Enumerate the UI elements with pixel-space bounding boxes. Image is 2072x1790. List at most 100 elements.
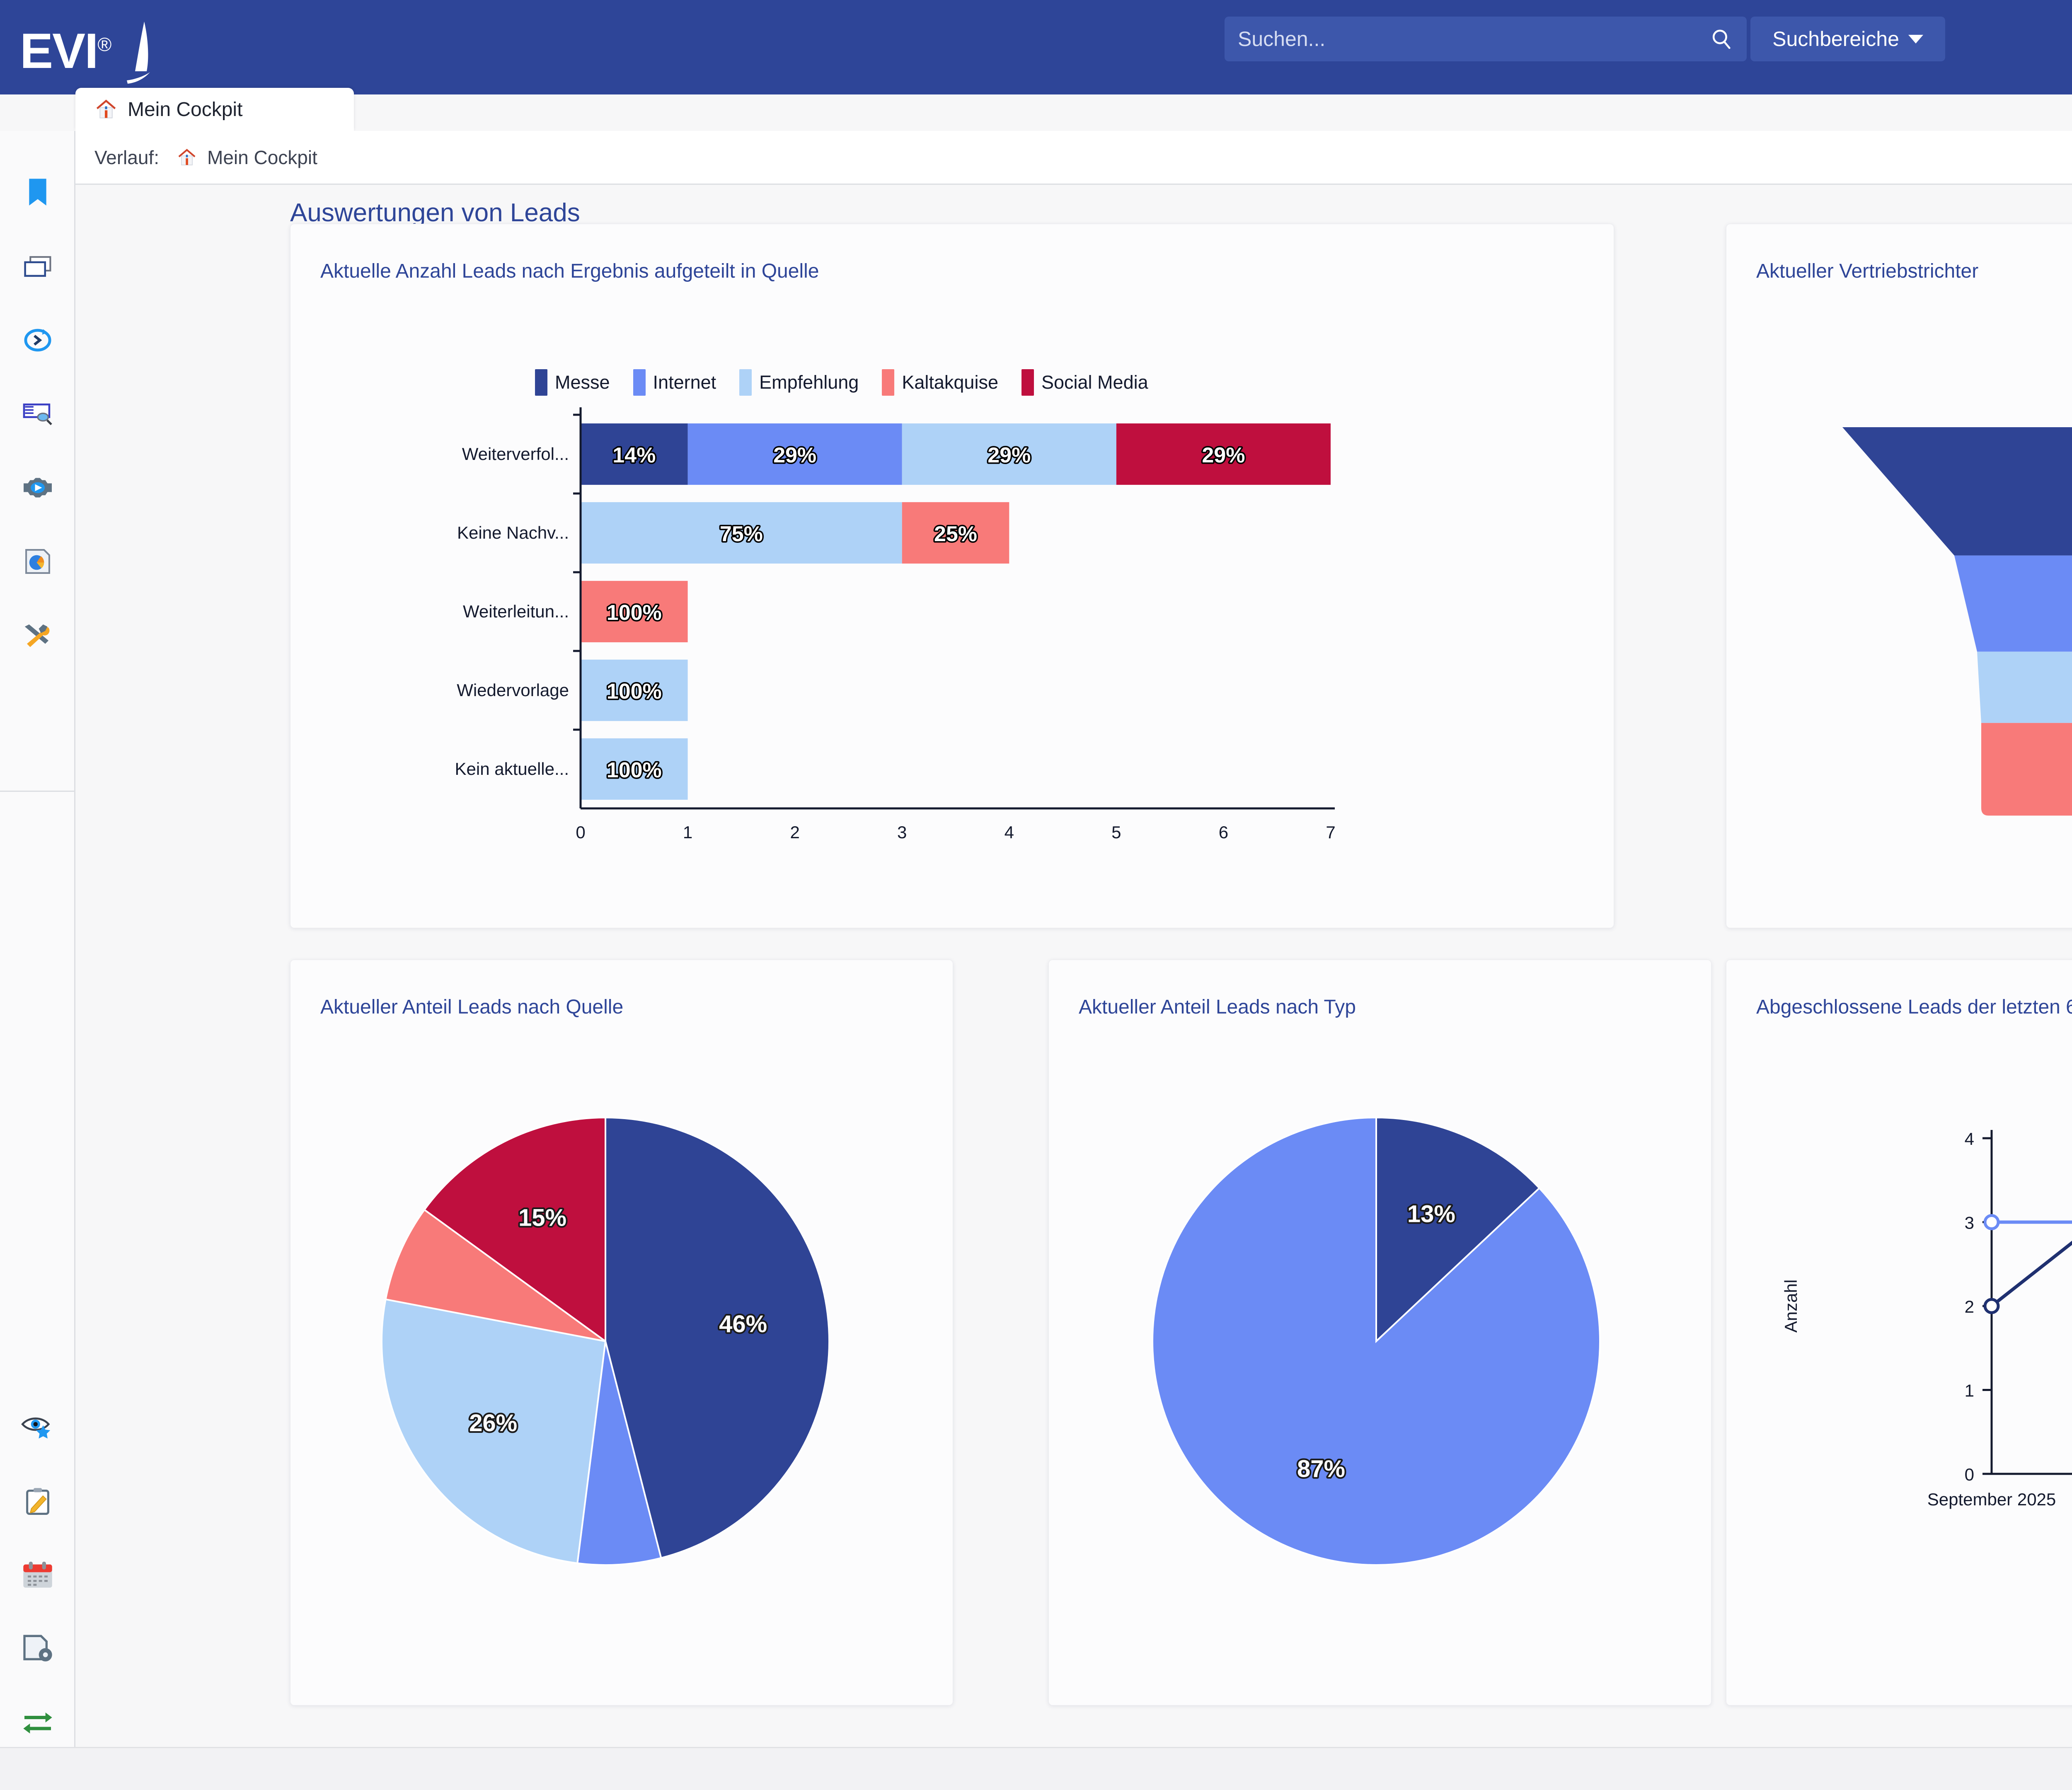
pie-chart-type: 13% 87%: [1151, 1116, 1601, 1566]
bar-value-label: 29%: [1202, 443, 1245, 467]
sail-logo-icon: [127, 22, 150, 84]
search-icon[interactable]: [1709, 27, 1733, 51]
sidebar-item-tasks[interactable]: [0, 1464, 75, 1538]
funnel-chart: [1842, 427, 2072, 816]
x-tick-label: 6: [1219, 822, 1228, 842]
legend-label: Social Media: [1041, 372, 1148, 393]
card-title: Aktueller Vertriebstrichter: [1756, 260, 1979, 282]
legend-item: Social Media: [1021, 369, 1148, 396]
x-tick-label: 0: [576, 822, 585, 842]
x-tick-label: 2: [790, 822, 799, 842]
pie-slice: [576, 1341, 662, 1566]
pie-value-label: 46%: [719, 1311, 767, 1338]
legend-swatch: [1021, 369, 1034, 396]
sidebar-item-tools[interactable]: [0, 598, 75, 672]
sidebar-item-bookmarks[interactable]: [0, 156, 75, 230]
funnel-stage: [1954, 555, 2072, 652]
logo-text: EVI®: [20, 22, 111, 80]
card-title: Abgeschlossene Leads der letzten 6 Monat…: [1756, 996, 2072, 1018]
pie-slice: [423, 1116, 606, 1343]
report-chart-icon: [25, 549, 50, 574]
tab-strip: Mein Cockpit: [0, 88, 2072, 131]
sidebar-item-watchlist[interactable]: [0, 1391, 75, 1464]
sidebar-item-history[interactable]: [0, 303, 75, 377]
legend-item: Empfehlung: [739, 369, 859, 396]
card-title: Aktueller Anteil Leads nach Quelle: [320, 996, 624, 1018]
pie-value-label: 26%: [469, 1410, 517, 1437]
bar-category-label: Keine Nachv...: [457, 523, 569, 542]
pie-slice: [605, 1116, 830, 1559]
pie-slice: [1151, 1116, 1601, 1566]
bar-value-label: 100%: [607, 601, 662, 625]
breadcrumb-item[interactable]: Mein Cockpit: [207, 146, 317, 168]
card-leads-share-by-type: Aktueller Anteil Leads nach Typ 13% 87%: [1048, 960, 1711, 1705]
y-tick-label: 2: [1965, 1297, 1974, 1316]
search-list-icon: [23, 403, 52, 426]
x-tick-label: 5: [1111, 822, 1121, 842]
sidebar-item-search-lists[interactable]: [0, 377, 75, 451]
search-input[interactable]: [1238, 27, 1709, 51]
sidebar-item-processes[interactable]: [0, 451, 75, 525]
legend-swatch: [535, 369, 547, 396]
bar-segment: [581, 581, 688, 643]
x-tick-label: September 2025: [1927, 1490, 2056, 1509]
x-tick-label: 7: [1326, 822, 1335, 842]
rail-divider: [0, 791, 75, 792]
page-content: Auswertungen von Leads Aktuelle Anzahl L…: [77, 185, 2072, 1747]
legend-item: Messe: [535, 369, 610, 396]
page-title: Auswertungen von Leads: [290, 198, 580, 227]
breadcrumb-prefix: Verlauf:: [94, 146, 159, 168]
legend-swatch: [633, 369, 646, 396]
windows-icon: [24, 256, 51, 277]
home-icon: [96, 99, 116, 119]
card-leads-by-result: Aktuelle Anzahl Leads nach Ergebnis aufg…: [290, 224, 1614, 928]
bar-value-label: 29%: [988, 443, 1031, 467]
legend-swatch: [882, 369, 895, 396]
search-box[interactable]: [1225, 17, 1747, 61]
sidebar-item-exchange[interactable]: [0, 1686, 75, 1759]
pie-value-label: 15%: [518, 1205, 566, 1231]
card-leads-share-by-source: Aktueller Anteil Leads nach Quelle 46% 26…: [290, 960, 953, 1705]
search-scope-dropdown[interactable]: Suchbereiche: [1750, 17, 1945, 61]
legend-label: Empfehlung: [759, 372, 859, 393]
legend-label: Messe: [555, 372, 610, 393]
bar-segment: [687, 423, 902, 485]
line-series: [1990, 1241, 2072, 1308]
x-tick-label: 1: [683, 822, 692, 842]
y-tick-label: 1: [1965, 1381, 1974, 1401]
bar-segment: [581, 738, 688, 800]
pie-slice: [381, 1298, 607, 1564]
search-scope-label: Suchbereiche: [1772, 27, 1899, 51]
bar-category-label: Weiterleitun...: [463, 602, 569, 621]
bottom-bar: [0, 1747, 2072, 1790]
y-tick-label: 3: [1965, 1213, 1974, 1233]
bar-value-label: 100%: [607, 758, 662, 782]
legend-label: Internet: [653, 372, 716, 393]
pie-slice: [1375, 1116, 1541, 1343]
sidebar-item-windows[interactable]: [0, 230, 75, 303]
x-tick-label: 4: [1005, 822, 1014, 842]
card-title: Aktuelle Anzahl Leads nach Ergebnis aufg…: [320, 260, 819, 282]
bar-value-label: 25%: [934, 522, 977, 546]
y-axis-title: Anzahl: [1781, 1280, 1801, 1333]
bar-value-label: 100%: [607, 680, 662, 704]
tab-mein-cockpit[interactable]: Mein Cockpit: [75, 88, 354, 131]
breadcrumb: Verlauf: Mein Cockpit ✕: [0, 131, 2072, 185]
logo-brand: EVI: [20, 23, 98, 79]
tools-icon: [24, 624, 50, 647]
bar-value-label: 75%: [720, 522, 763, 546]
bar-segment: [581, 423, 688, 485]
app-logo[interactable]: EVI®: [20, 17, 157, 84]
bar-segment: [581, 659, 688, 721]
calendar-icon: [23, 1562, 52, 1588]
line-data-point: [1983, 1298, 2000, 1314]
sidebar-item-document-settings[interactable]: [0, 1612, 75, 1686]
card-sales-funnel: Aktueller Vertriebstrichter: [1726, 224, 2072, 928]
line-series: [1992, 1220, 2072, 1224]
history-icon: [24, 329, 51, 352]
line-data-point: [1983, 1214, 2000, 1230]
legend-label: Kaltakquise: [902, 372, 998, 393]
sidebar-item-reports[interactable]: [0, 525, 75, 598]
sidebar-item-calendar[interactable]: [0, 1538, 75, 1612]
exchange-arrows-icon: [23, 1713, 52, 1734]
